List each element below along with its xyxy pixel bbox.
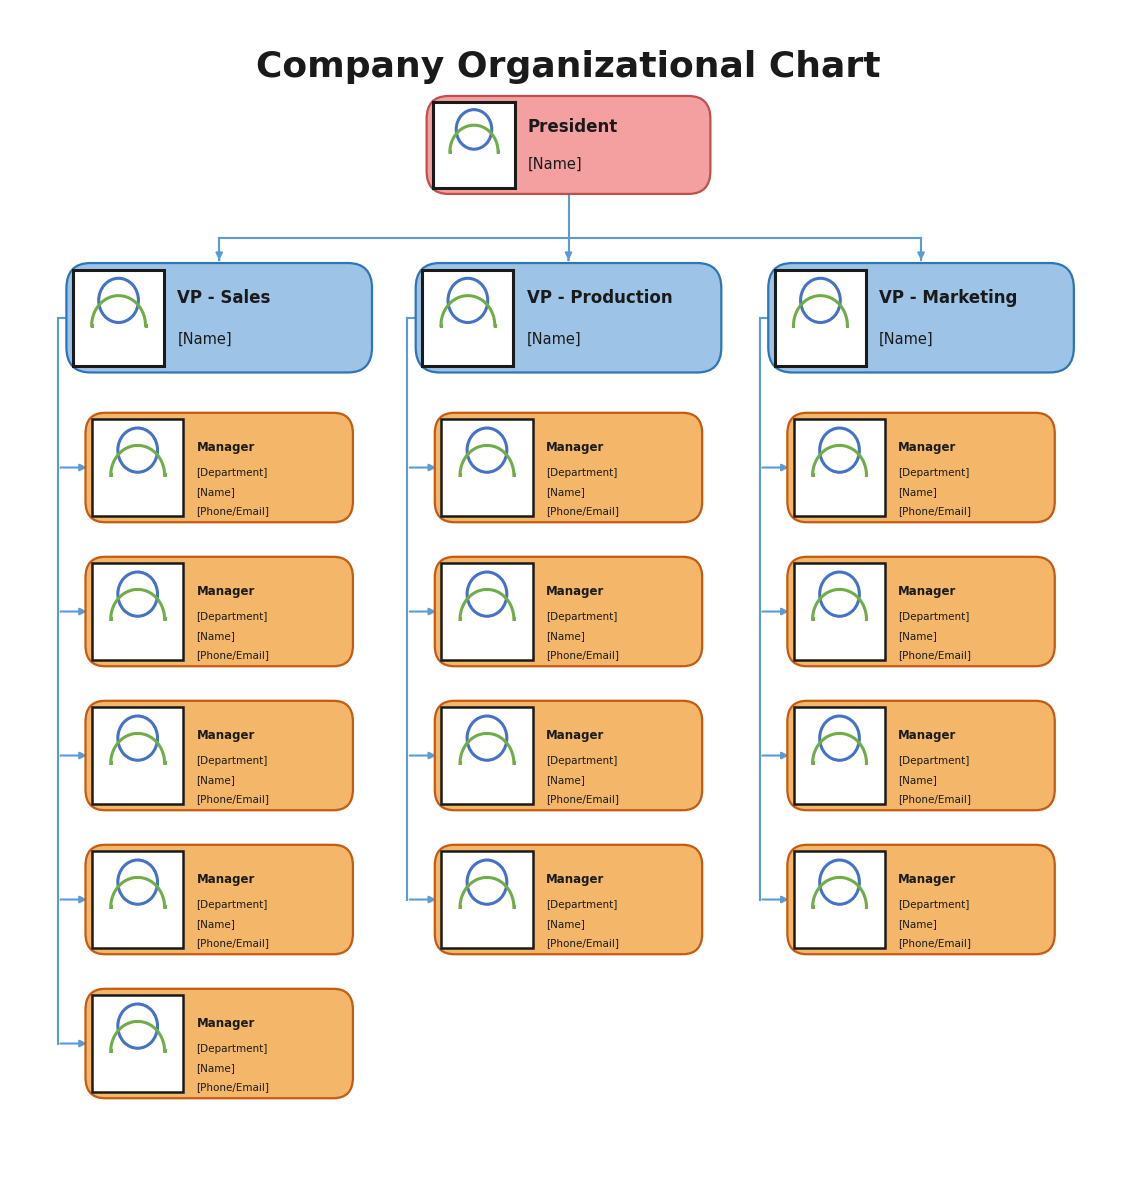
- FancyBboxPatch shape: [434, 557, 703, 666]
- Text: [Name]: [Name]: [197, 1063, 235, 1073]
- FancyBboxPatch shape: [794, 563, 885, 660]
- FancyBboxPatch shape: [85, 557, 352, 666]
- Text: [Name]: [Name]: [197, 919, 235, 929]
- Text: [Department]: [Department]: [197, 900, 268, 910]
- FancyBboxPatch shape: [434, 701, 703, 810]
- Text: Manager: Manager: [898, 586, 956, 599]
- Text: [Phone/Email]: [Phone/Email]: [546, 793, 619, 804]
- Text: [Department]: [Department]: [197, 756, 268, 766]
- FancyBboxPatch shape: [416, 263, 721, 372]
- FancyBboxPatch shape: [441, 851, 532, 948]
- Text: President: President: [528, 119, 619, 137]
- Text: [Name]: [Name]: [898, 919, 937, 929]
- FancyBboxPatch shape: [794, 419, 885, 516]
- Text: [Phone/Email]: [Phone/Email]: [898, 793, 971, 804]
- Text: [Department]: [Department]: [898, 756, 970, 766]
- Text: Manager: Manager: [197, 442, 255, 455]
- FancyBboxPatch shape: [92, 851, 183, 948]
- FancyBboxPatch shape: [85, 701, 352, 810]
- FancyBboxPatch shape: [434, 845, 703, 954]
- Text: Manager: Manager: [197, 730, 255, 743]
- Text: [Name]: [Name]: [528, 157, 582, 172]
- Text: Manager: Manager: [197, 874, 255, 887]
- FancyBboxPatch shape: [441, 563, 532, 660]
- Text: [Name]: [Name]: [546, 775, 584, 785]
- Text: [Name]: [Name]: [197, 775, 235, 785]
- Text: Manager: Manager: [546, 874, 604, 887]
- FancyBboxPatch shape: [426, 96, 711, 194]
- FancyBboxPatch shape: [441, 707, 532, 804]
- FancyBboxPatch shape: [85, 845, 352, 954]
- Text: [Phone/Email]: [Phone/Email]: [546, 505, 619, 516]
- Text: [Name]: [Name]: [526, 332, 581, 347]
- Text: Manager: Manager: [898, 730, 956, 743]
- FancyBboxPatch shape: [92, 707, 183, 804]
- Text: [Phone/Email]: [Phone/Email]: [197, 649, 269, 660]
- Text: [Name]: [Name]: [197, 487, 235, 497]
- FancyBboxPatch shape: [794, 851, 885, 948]
- Text: [Department]: [Department]: [546, 900, 617, 910]
- Text: [Name]: [Name]: [879, 332, 933, 347]
- Text: VP - Sales: VP - Sales: [177, 289, 271, 307]
- Text: [Department]: [Department]: [546, 612, 617, 622]
- Text: [Phone/Email]: [Phone/Email]: [898, 505, 971, 516]
- FancyBboxPatch shape: [774, 270, 866, 366]
- Text: [Department]: [Department]: [546, 468, 617, 478]
- FancyBboxPatch shape: [92, 419, 183, 516]
- Text: [Name]: [Name]: [898, 775, 937, 785]
- Text: [Name]: [Name]: [898, 631, 937, 641]
- Text: [Name]: [Name]: [546, 631, 584, 641]
- FancyBboxPatch shape: [85, 413, 352, 522]
- FancyBboxPatch shape: [441, 419, 532, 516]
- Text: [Name]: [Name]: [197, 631, 235, 641]
- Text: [Phone/Email]: [Phone/Email]: [197, 1081, 269, 1092]
- FancyBboxPatch shape: [787, 557, 1055, 666]
- Text: VP - Production: VP - Production: [526, 289, 672, 307]
- Text: [Phone/Email]: [Phone/Email]: [197, 937, 269, 948]
- FancyBboxPatch shape: [422, 270, 514, 366]
- FancyBboxPatch shape: [92, 563, 183, 660]
- Text: [Phone/Email]: [Phone/Email]: [197, 793, 269, 804]
- Text: Manager: Manager: [546, 586, 604, 599]
- Text: VP - Marketing: VP - Marketing: [879, 289, 1018, 307]
- FancyBboxPatch shape: [794, 707, 885, 804]
- Text: [Department]: [Department]: [197, 1044, 268, 1054]
- FancyBboxPatch shape: [433, 102, 515, 188]
- Text: [Department]: [Department]: [898, 900, 970, 910]
- Text: Manager: Manager: [898, 442, 956, 455]
- Text: [Name]: [Name]: [177, 332, 232, 347]
- Text: Manager: Manager: [546, 442, 604, 455]
- Text: [Phone/Email]: [Phone/Email]: [898, 937, 971, 948]
- FancyBboxPatch shape: [787, 701, 1055, 810]
- FancyBboxPatch shape: [787, 413, 1055, 522]
- Text: [Phone/Email]: [Phone/Email]: [546, 649, 619, 660]
- Text: Company Organizational Chart: Company Organizational Chart: [256, 49, 881, 84]
- Text: Manager: Manager: [197, 586, 255, 599]
- Text: Manager: Manager: [197, 1018, 255, 1031]
- Text: [Department]: [Department]: [546, 756, 617, 766]
- FancyBboxPatch shape: [73, 270, 164, 366]
- FancyBboxPatch shape: [92, 995, 183, 1092]
- Text: Manager: Manager: [898, 874, 956, 887]
- Text: [Name]: [Name]: [546, 919, 584, 929]
- Text: [Name]: [Name]: [898, 487, 937, 497]
- FancyBboxPatch shape: [85, 989, 352, 1098]
- Text: Manager: Manager: [546, 730, 604, 743]
- Text: [Phone/Email]: [Phone/Email]: [546, 937, 619, 948]
- FancyBboxPatch shape: [66, 263, 372, 372]
- Text: [Name]: [Name]: [546, 487, 584, 497]
- Text: [Department]: [Department]: [197, 612, 268, 622]
- FancyBboxPatch shape: [769, 263, 1073, 372]
- Text: [Phone/Email]: [Phone/Email]: [898, 649, 971, 660]
- Text: [Phone/Email]: [Phone/Email]: [197, 505, 269, 516]
- FancyBboxPatch shape: [787, 845, 1055, 954]
- FancyBboxPatch shape: [434, 413, 703, 522]
- Text: [Department]: [Department]: [197, 468, 268, 478]
- Text: [Department]: [Department]: [898, 612, 970, 622]
- Text: [Department]: [Department]: [898, 468, 970, 478]
